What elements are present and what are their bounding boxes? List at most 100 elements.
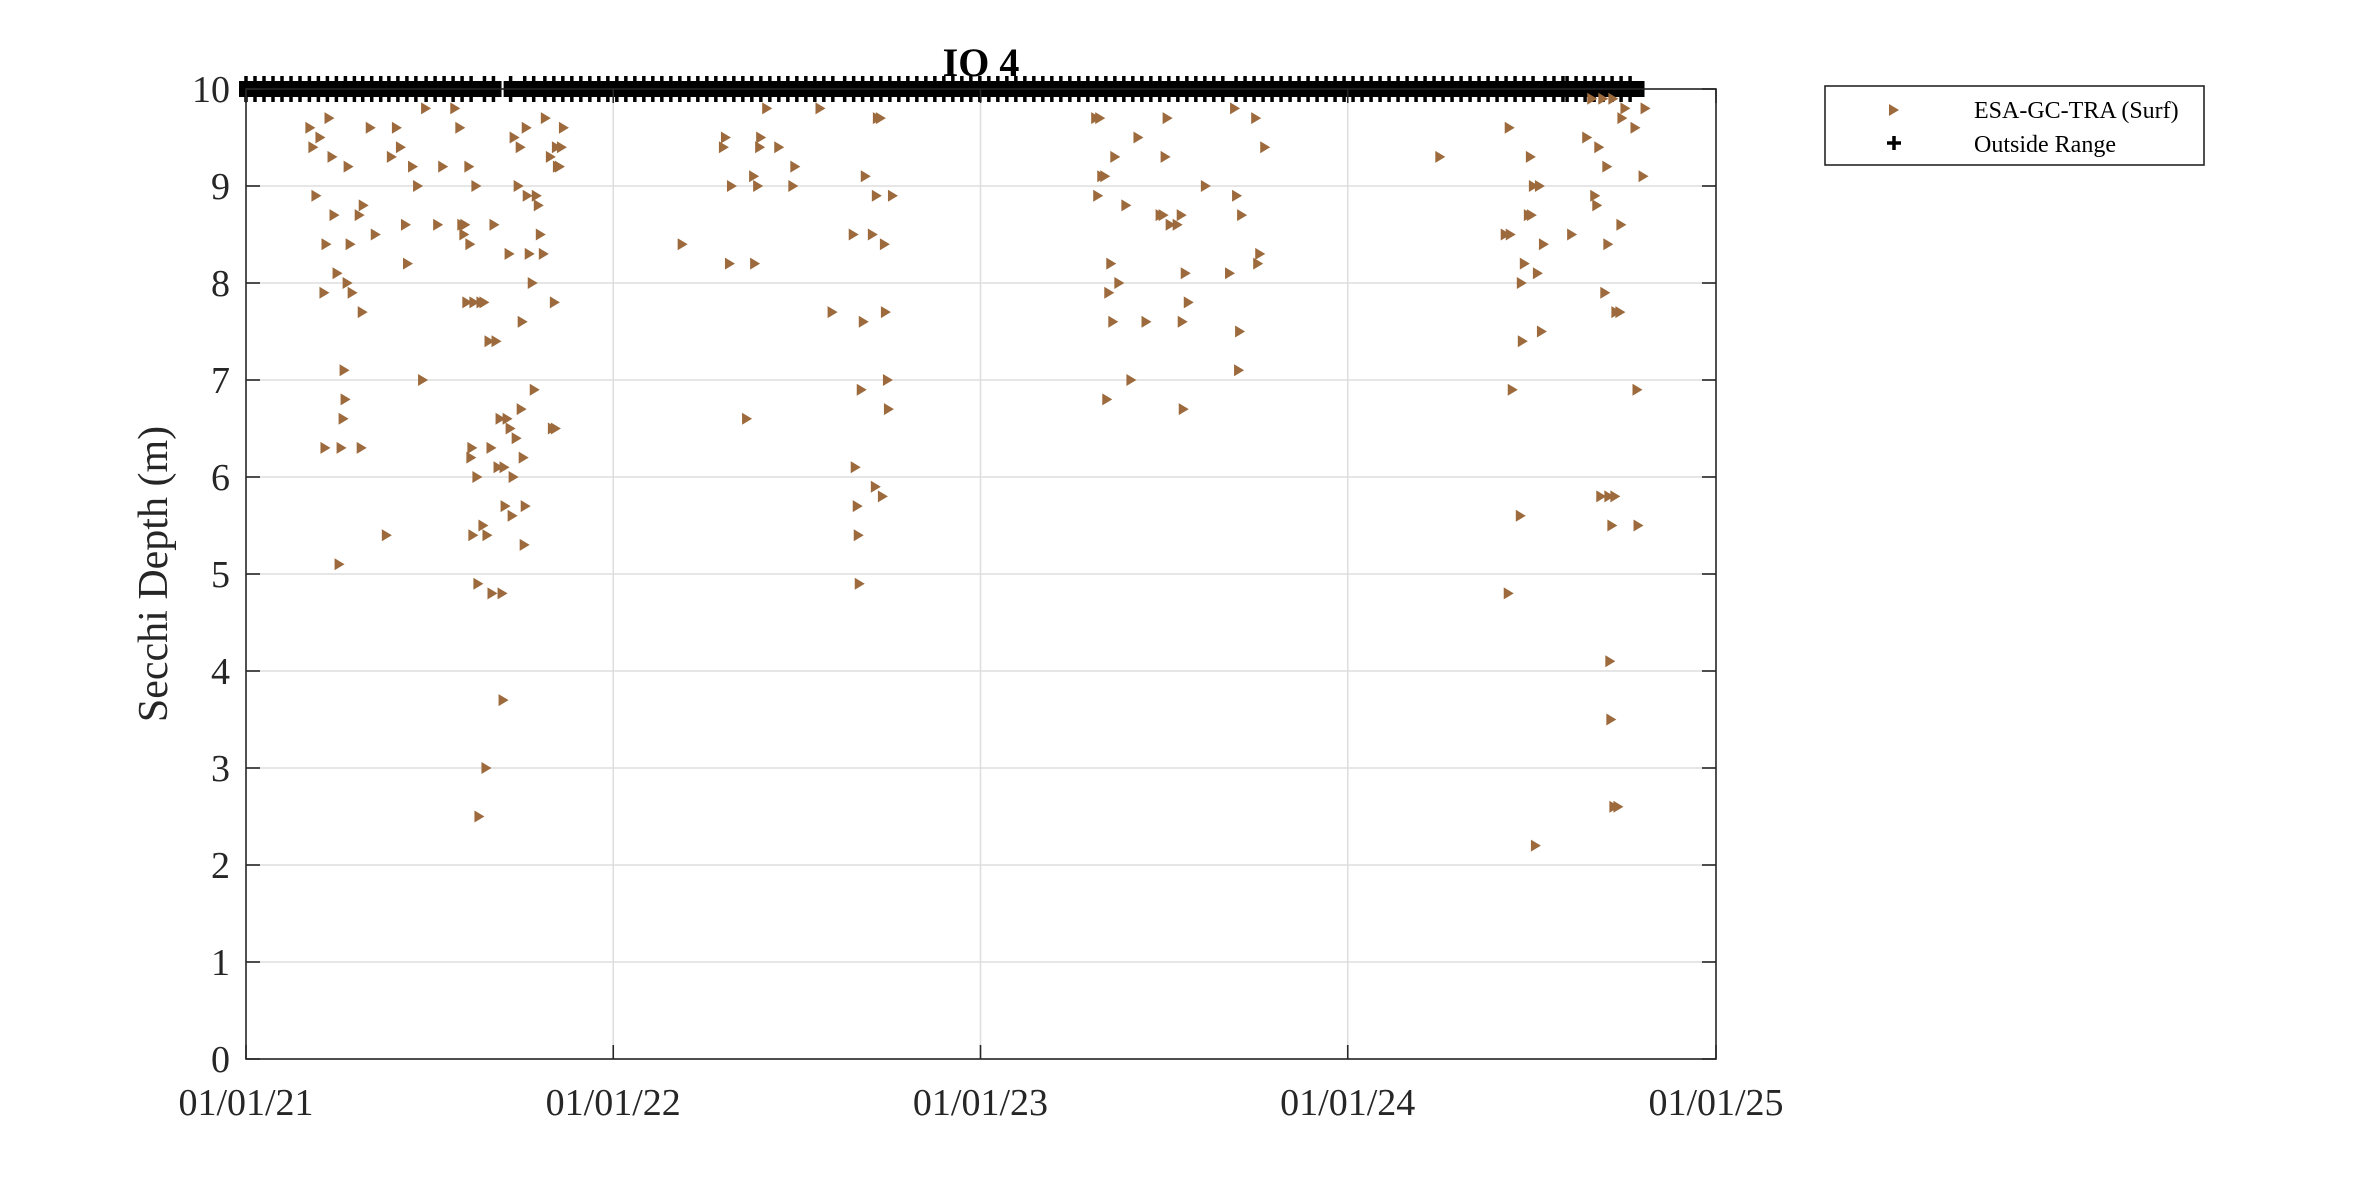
data-point [756, 131, 767, 144]
data-point [854, 577, 865, 590]
data-point [1162, 112, 1173, 125]
data-point [478, 519, 489, 532]
data-point [1104, 286, 1115, 299]
data-point [1534, 180, 1545, 192]
data-point [1505, 228, 1516, 241]
data-point [1177, 315, 1188, 328]
data-point [1613, 800, 1624, 813]
data-point [513, 180, 524, 192]
data-point [1225, 267, 1236, 280]
data-point [879, 238, 890, 251]
data-point [345, 238, 356, 251]
data-point [327, 150, 338, 163]
data-point [860, 170, 871, 183]
data-point [471, 180, 482, 192]
legend-marker-outside [1887, 136, 1901, 150]
data-point [479, 296, 490, 309]
y-tick-label: 5 [211, 554, 230, 596]
data-point [1603, 238, 1614, 251]
data-point [527, 277, 538, 289]
data-point [433, 218, 444, 231]
data-point [381, 529, 392, 542]
data-point [1507, 383, 1518, 396]
data-point [493, 461, 504, 474]
data-point [1176, 209, 1187, 222]
data-point [1602, 160, 1613, 173]
data-point [1234, 364, 1245, 377]
data-point [460, 218, 471, 231]
data-point [549, 296, 560, 309]
y-tick-label: 10 [192, 69, 230, 111]
data-point [1638, 170, 1649, 183]
data-point [1158, 209, 1169, 222]
data-point [742, 412, 753, 425]
data-point [815, 102, 826, 115]
data-point [551, 141, 562, 154]
data-point [875, 112, 886, 125]
data-point [336, 441, 347, 454]
data-point [391, 121, 402, 134]
data-point [468, 529, 479, 542]
y-tick-label: 9 [211, 166, 230, 208]
data-point [1620, 102, 1631, 115]
data-point [1608, 92, 1619, 105]
data-point [1200, 180, 1211, 192]
data-point [858, 315, 869, 328]
data-point [450, 102, 461, 115]
data-point [358, 199, 369, 212]
data-point [413, 180, 424, 192]
data-point [531, 189, 542, 202]
data-point [486, 441, 497, 454]
data-point [1237, 209, 1248, 222]
x-tick-label: 01/01/25 [1648, 1082, 1783, 1124]
data-point [1587, 92, 1598, 105]
data-point [827, 306, 838, 319]
data-point [540, 112, 551, 125]
legend-label-outside: Outside Range [1974, 132, 2116, 158]
data-point [466, 451, 477, 464]
data-point [464, 160, 475, 173]
data-point [1600, 286, 1611, 299]
data-point [880, 306, 891, 319]
data-point [1160, 150, 1171, 163]
legend: ESA-GC-TRA (Surf) Outside Range [1824, 85, 2205, 166]
data-point [1100, 170, 1111, 183]
data-point [484, 335, 495, 348]
data-point [408, 160, 419, 173]
data-point [319, 286, 330, 299]
data-point [882, 374, 893, 386]
y-axis-label: Secchi Depth (m) [131, 426, 177, 722]
data-point [455, 121, 466, 134]
data-point [305, 121, 316, 134]
data-point [887, 189, 898, 202]
data-point [1525, 150, 1536, 163]
data-point [1108, 315, 1119, 328]
data-point [677, 238, 688, 251]
data-point [386, 150, 397, 163]
data-point [554, 160, 565, 173]
data-point [473, 577, 484, 590]
data-point [504, 247, 515, 260]
data-point [538, 247, 549, 260]
data-point [315, 131, 326, 144]
data-point [489, 218, 500, 231]
legend-label-surf: ESA-GC-TRA (Surf) [1974, 98, 2179, 124]
data-point [870, 480, 881, 493]
data-point [1141, 315, 1152, 328]
data-point [1536, 325, 1547, 338]
data-point [749, 170, 760, 183]
data-point [505, 422, 516, 435]
data-point [339, 364, 350, 377]
data-point [1530, 839, 1541, 852]
data-point [1567, 228, 1578, 241]
data-point [524, 247, 535, 260]
data-point [1526, 209, 1537, 222]
data-point [467, 441, 478, 454]
data-point [365, 121, 376, 134]
data-point [1516, 277, 1527, 289]
data-point [474, 810, 485, 823]
data-point [1500, 228, 1511, 241]
data-point [1121, 199, 1132, 212]
data-point [1604, 490, 1615, 503]
data-point [481, 762, 492, 774]
